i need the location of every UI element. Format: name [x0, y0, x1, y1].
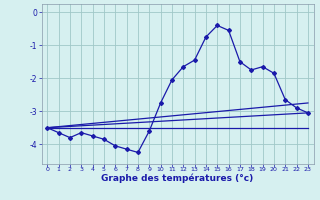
X-axis label: Graphe des températures (°c): Graphe des températures (°c) [101, 174, 254, 183]
